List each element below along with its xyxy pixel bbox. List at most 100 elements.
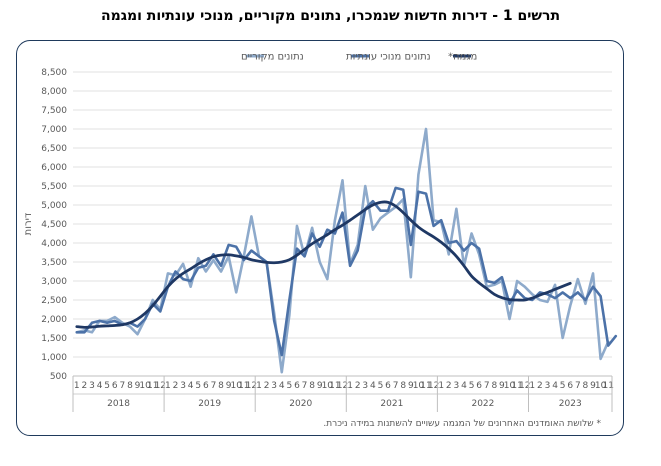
y-tick-label: 2,500 [41, 296, 67, 306]
x-tick-label-month: 9 [135, 381, 141, 391]
x-tick-label-month: 12 [246, 381, 257, 391]
x-tick-label-month: 10 [595, 381, 607, 391]
x-tick-label-month: 3 [362, 381, 368, 391]
x-tick-label-month: 9 [226, 381, 232, 391]
y-tick-label: 8,000 [41, 87, 67, 97]
x-tick-label-month: 4 [461, 381, 467, 391]
footnote: * שלושת האומדנים האחרונים של המגמה עשויי… [323, 419, 601, 429]
x-tick-label-month: 12 [519, 381, 530, 391]
x-tick-label-month: 11 [238, 381, 249, 391]
series-line [75, 200, 572, 329]
x-tick-label-month: 4 [97, 381, 103, 391]
x-tick-label-month: 8 [491, 381, 497, 391]
legend-label: מגמה* [448, 52, 477, 63]
x-tick-label-month: 6 [567, 381, 573, 391]
x-tick-label-month: 3 [454, 381, 460, 391]
x-tick-label-month: 1 [74, 381, 80, 391]
x-tick-label-month: 5 [469, 381, 475, 391]
y-tick-label: 2,000 [41, 315, 67, 325]
x-tick-label-month: 6 [203, 381, 209, 391]
x-tick-label-month: 9 [408, 381, 414, 391]
chart-title: תרשים 1 - דירות חדשות שנמכרו, נתונים מקו… [100, 8, 561, 24]
x-tick-label-month: 1 [529, 381, 535, 391]
x-tick-label-month: 10 [322, 381, 334, 391]
x-tick-label-month: 5 [560, 381, 566, 391]
x-tick-label-month: 5 [286, 381, 292, 391]
x-tick-label-month: 6 [294, 381, 300, 391]
x-tick-label-month: 10 [413, 381, 425, 391]
x-tick-label-year: 2023 [559, 399, 582, 409]
series-line [75, 127, 610, 374]
x-tick-label-month: 11 [147, 381, 158, 391]
chart-frame [16, 40, 624, 436]
x-tick-label-year: 2019 [198, 399, 221, 409]
x-tick-label-month: 4 [279, 381, 285, 391]
x-tick-label-month: 5 [378, 381, 384, 391]
y-tick-label: 6,500 [41, 144, 67, 154]
x-tick-label-month: 12 [155, 381, 166, 391]
y-tick-label: 4,500 [41, 220, 67, 230]
y-tick-label: 7,500 [41, 106, 67, 116]
x-tick-label-month: 2 [446, 381, 452, 391]
x-tick-label-month: 7 [484, 381, 490, 391]
x-tick-label-year: 2022 [471, 399, 494, 409]
legend-label: נתונים מנוכי עונתיות [346, 52, 431, 63]
x-tick-label-year: 2021 [380, 399, 403, 409]
x-tick-label-month: 10 [139, 381, 151, 391]
x-tick-label-month: 11 [420, 381, 431, 391]
x-tick-label-month: 3 [180, 381, 186, 391]
x-tick-label-month: 4 [552, 381, 558, 391]
x-tick-label-month: 8 [127, 381, 133, 391]
x-tick-label-month: 5 [104, 381, 110, 391]
x-tick-label-month: 2 [173, 381, 179, 391]
x-tick-label-month: 8 [309, 381, 315, 391]
x-tick-label-month: 1 [438, 381, 444, 391]
legend-label: נתונים מקוריים [241, 52, 304, 63]
x-tick-label-month: 2 [355, 381, 361, 391]
x-tick-label-month: 11 [511, 381, 522, 391]
x-tick-label-month: 9 [317, 381, 323, 391]
y-tick-label: 4,000 [41, 239, 67, 249]
x-tick-label-month: 3 [89, 381, 95, 391]
y-tick-label: 1,000 [41, 353, 67, 363]
x-tick-label-month: 9 [499, 381, 505, 391]
x-tick-label-month: 4 [188, 381, 194, 391]
x-tick-label-month: 12 [337, 381, 348, 391]
x-tick-label-month: 7 [302, 381, 308, 391]
y-axis-label: דירות [23, 212, 34, 235]
y-tick-label: 3,500 [41, 258, 67, 268]
y-tick-label: 1,500 [41, 334, 67, 344]
y-tick-label: 5,000 [41, 201, 67, 211]
y-tick-label: 6,000 [41, 163, 67, 173]
x-tick-label-month: 3 [271, 381, 277, 391]
x-tick-label-month: 1 [165, 381, 171, 391]
x-tick-label-month: 8 [218, 381, 224, 391]
x-tick-label-month: 8 [400, 381, 406, 391]
x-tick-label-month: 5 [195, 381, 201, 391]
x-tick-label-month: 6 [112, 381, 118, 391]
x-tick-label-month: 9 [590, 381, 596, 391]
y-tick-label: 500 [50, 372, 67, 382]
x-tick-label-month: 7 [393, 381, 399, 391]
x-tick-label-month: 11 [329, 381, 340, 391]
x-tick-label-month: 1 [347, 381, 353, 391]
x-tick-label-year: 2020 [289, 399, 312, 409]
x-tick-label-month: 4 [370, 381, 376, 391]
x-tick-label-month: 2 [264, 381, 270, 391]
x-tick-label-month: 7 [119, 381, 125, 391]
x-tick-label-month: 10 [230, 381, 242, 391]
x-tick-label-month: 6 [385, 381, 391, 391]
x-tick-label-month: 2 [82, 381, 88, 391]
y-tick-label: 3,000 [41, 277, 67, 287]
y-tick-label: 5,500 [41, 182, 67, 192]
x-tick-label-month: 8 [583, 381, 589, 391]
x-tick-label-month: 6 [476, 381, 482, 391]
x-tick-label-month: 12 [428, 381, 439, 391]
x-tick-label-month: 10 [504, 381, 516, 391]
y-tick-label: 8,500 [41, 68, 67, 78]
x-tick-label-month: 3 [545, 381, 551, 391]
x-tick-label-year: 2018 [107, 399, 130, 409]
x-tick-label-month: 7 [575, 381, 581, 391]
x-tick-label-month: 1 [256, 381, 262, 391]
x-tick-label-month: 2 [537, 381, 543, 391]
